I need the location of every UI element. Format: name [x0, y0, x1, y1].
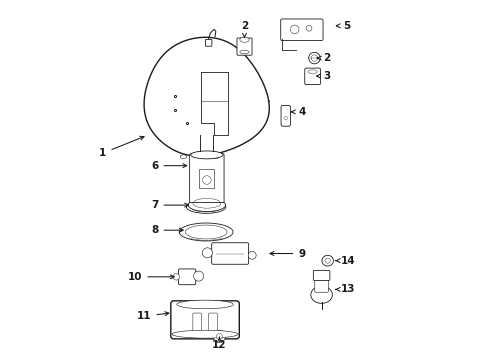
Ellipse shape	[310, 286, 332, 303]
FancyBboxPatch shape	[280, 19, 323, 41]
Text: 2: 2	[317, 53, 330, 63]
Ellipse shape	[177, 300, 233, 309]
Polygon shape	[144, 37, 269, 156]
Text: 6: 6	[151, 161, 186, 171]
Text: 9: 9	[269, 248, 305, 258]
Ellipse shape	[321, 255, 333, 266]
Ellipse shape	[239, 50, 249, 54]
FancyBboxPatch shape	[304, 68, 320, 85]
Text: 7: 7	[151, 200, 188, 210]
Circle shape	[290, 25, 298, 34]
Circle shape	[202, 176, 211, 184]
Bar	[199, 169, 214, 188]
Circle shape	[193, 271, 203, 281]
Circle shape	[216, 333, 222, 339]
Text: 13: 13	[335, 284, 355, 294]
Text: 12: 12	[212, 337, 226, 350]
FancyBboxPatch shape	[205, 40, 211, 46]
Ellipse shape	[239, 37, 249, 42]
Circle shape	[213, 330, 225, 342]
FancyBboxPatch shape	[170, 301, 239, 339]
Ellipse shape	[172, 330, 238, 338]
FancyBboxPatch shape	[178, 269, 195, 285]
Text: 3: 3	[316, 71, 330, 81]
Text: 14: 14	[335, 256, 355, 266]
Text: 1: 1	[99, 136, 144, 158]
Text: 10: 10	[128, 272, 174, 282]
Circle shape	[284, 116, 287, 120]
Ellipse shape	[188, 199, 225, 212]
FancyBboxPatch shape	[192, 313, 201, 332]
Ellipse shape	[180, 155, 186, 158]
Text: 2: 2	[241, 21, 247, 37]
Text: 5: 5	[336, 21, 349, 31]
FancyBboxPatch shape	[189, 154, 224, 203]
Circle shape	[173, 274, 179, 280]
Circle shape	[248, 251, 256, 259]
FancyBboxPatch shape	[281, 105, 290, 126]
Circle shape	[305, 26, 311, 31]
Text: 4: 4	[291, 107, 305, 117]
Text: 8: 8	[151, 225, 183, 235]
Circle shape	[202, 248, 212, 258]
Ellipse shape	[190, 151, 223, 159]
FancyBboxPatch shape	[208, 313, 217, 332]
Ellipse shape	[308, 52, 320, 64]
Text: 11: 11	[137, 311, 168, 321]
Ellipse shape	[212, 155, 219, 158]
FancyBboxPatch shape	[314, 276, 328, 292]
Ellipse shape	[310, 55, 317, 61]
FancyBboxPatch shape	[313, 270, 329, 280]
FancyBboxPatch shape	[237, 38, 251, 55]
Ellipse shape	[325, 258, 330, 263]
Ellipse shape	[307, 70, 317, 73]
FancyBboxPatch shape	[211, 243, 248, 264]
